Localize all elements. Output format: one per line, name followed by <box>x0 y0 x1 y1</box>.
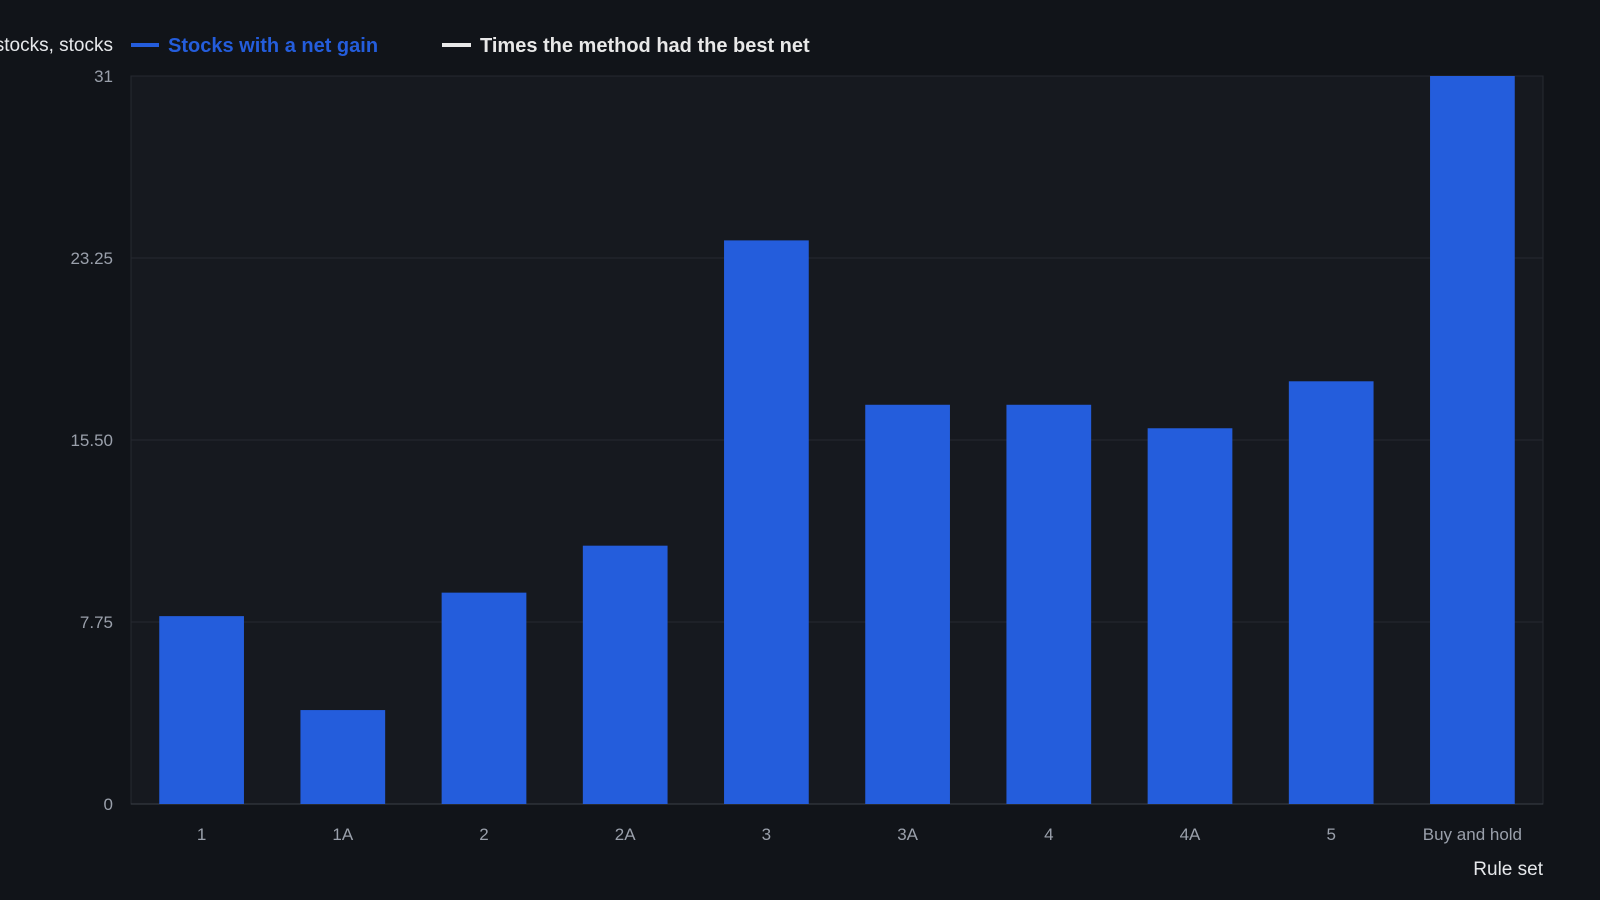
x-tick-label: 3 <box>762 825 771 844</box>
x-tick-label: 1 <box>197 825 206 844</box>
y-tick-label: 31 <box>94 67 113 86</box>
x-tick-label: 4A <box>1180 825 1201 844</box>
bar-3a[interactable] <box>865 404 950 804</box>
bar-1[interactable] <box>159 616 244 804</box>
x-tick-label: 2A <box>615 825 636 844</box>
x-tick-label: Buy and hold <box>1423 825 1522 844</box>
bar-3[interactable] <box>724 240 809 805</box>
x-tick-label: 1A <box>332 825 353 844</box>
x-tick-label: 4 <box>1044 825 1053 844</box>
legend-label-times-best-net[interactable]: Times the method had the best net <box>480 35 810 57</box>
bar-buy-and-hold[interactable] <box>1430 76 1515 804</box>
legend: Stocks with a net gain Times the method … <box>131 35 810 57</box>
bar-4[interactable] <box>1006 404 1092 804</box>
bars <box>159 76 1515 805</box>
y-tick-label: 23.25 <box>70 249 113 268</box>
y-tick-label: 15.50 <box>70 431 113 450</box>
y-axis-ticks: 0 7.75 15.50 23.25 31 <box>70 67 113 814</box>
x-tick-label: 5 <box>1326 825 1335 844</box>
bar-1a[interactable] <box>300 710 386 804</box>
y-tick-label: 7.75 <box>80 613 113 632</box>
bar-2a[interactable] <box>582 545 668 804</box>
bar-4a[interactable] <box>1147 428 1233 804</box>
y-axis-title: stocks, stocks <box>0 35 113 56</box>
x-axis-ticks: 1 1A 2 2A 3 3A 4 4A 5 Buy and hold <box>197 825 1522 844</box>
bar-2[interactable] <box>441 592 527 804</box>
x-tick-label: 3A <box>897 825 918 844</box>
y-tick-label: 0 <box>104 795 113 814</box>
bar-5[interactable] <box>1288 381 1374 804</box>
x-axis-title: Rule set <box>1473 859 1543 880</box>
x-tick-label: 2 <box>479 825 488 844</box>
legend-label-stocks-with-net-gain[interactable]: Stocks with a net gain <box>168 35 378 57</box>
